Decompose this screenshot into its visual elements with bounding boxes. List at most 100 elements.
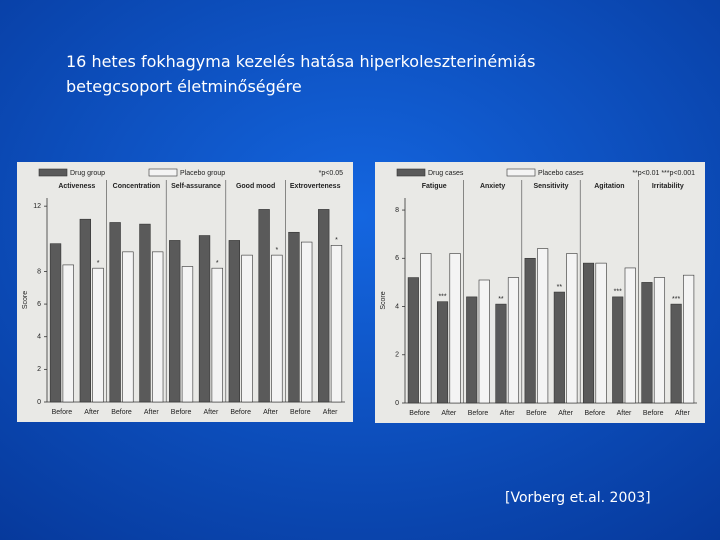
y-tick-label: 6 bbox=[395, 255, 399, 262]
bar bbox=[495, 303, 507, 404]
significance-mark: * bbox=[97, 260, 100, 267]
legend-swatch bbox=[148, 168, 178, 177]
significance-mark: *** bbox=[438, 294, 446, 301]
bar bbox=[79, 218, 91, 403]
bar bbox=[683, 274, 695, 404]
group-label: Fatigue bbox=[422, 183, 447, 190]
bar bbox=[300, 241, 313, 403]
x-tick-label: Before bbox=[526, 410, 547, 417]
legend-swatch bbox=[506, 168, 536, 177]
x-tick-label: Before bbox=[290, 409, 311, 416]
y-tick-label: 4 bbox=[395, 303, 399, 310]
group-label: Good mood bbox=[236, 183, 275, 190]
significance-mark: * bbox=[216, 260, 219, 267]
y-tick-label: 2 bbox=[37, 366, 41, 373]
bar bbox=[670, 303, 682, 404]
y-tick-label: 0 bbox=[37, 399, 41, 406]
bar bbox=[228, 240, 240, 403]
y-axis-label: Score bbox=[380, 291, 387, 309]
bar bbox=[566, 253, 578, 404]
y-tick-label: 8 bbox=[37, 268, 41, 275]
bar bbox=[122, 251, 134, 403]
group-label: Agitation bbox=[594, 183, 624, 190]
bar bbox=[92, 267, 104, 403]
significance-mark: *** bbox=[672, 296, 680, 303]
note: *p<0.05 bbox=[319, 170, 343, 177]
x-tick-label: Before bbox=[584, 410, 605, 417]
bar bbox=[407, 277, 419, 404]
x-tick-label: After bbox=[263, 409, 278, 416]
group-label: Concentration bbox=[113, 183, 160, 190]
x-tick-label: Before bbox=[230, 409, 251, 416]
bar bbox=[524, 257, 536, 404]
slide-title: betegcsoport életminőségére bbox=[66, 77, 302, 96]
bar bbox=[553, 291, 565, 404]
y-tick-label: 0 bbox=[395, 400, 399, 407]
bar bbox=[318, 209, 330, 403]
bar bbox=[537, 248, 549, 404]
x-tick-label: After bbox=[500, 410, 515, 417]
y-tick-label: 2 bbox=[395, 352, 399, 359]
legend-label: Drug group bbox=[70, 170, 105, 177]
bar bbox=[478, 279, 490, 404]
y-tick-label: 6 bbox=[37, 301, 41, 308]
group-label: Extroverteness bbox=[290, 183, 341, 190]
bar bbox=[109, 222, 121, 403]
bar bbox=[330, 245, 343, 403]
bar bbox=[288, 231, 300, 403]
x-tick-label: Before bbox=[52, 409, 73, 416]
legend-swatch bbox=[396, 168, 426, 177]
bar bbox=[436, 301, 449, 404]
bar bbox=[449, 253, 461, 404]
bar bbox=[258, 209, 270, 403]
bar bbox=[420, 253, 432, 404]
bar bbox=[198, 235, 211, 403]
x-tick-label: Before bbox=[171, 409, 192, 416]
bar bbox=[507, 277, 520, 404]
bar bbox=[241, 254, 253, 403]
group-label: Activeness bbox=[58, 183, 95, 190]
bar bbox=[466, 296, 478, 404]
significance-mark: * bbox=[275, 247, 278, 254]
x-tick-label: After bbox=[84, 409, 99, 416]
y-tick-label: 8 bbox=[395, 207, 399, 214]
x-tick-label: After bbox=[675, 410, 690, 417]
note: **p<0.01 ***p<0.001 bbox=[632, 170, 695, 177]
significance-mark: *** bbox=[614, 289, 622, 296]
x-tick-label: After bbox=[323, 409, 338, 416]
bar bbox=[211, 267, 223, 403]
x-tick-label: Before bbox=[468, 410, 489, 417]
x-tick-label: After bbox=[144, 409, 159, 416]
bar bbox=[181, 266, 194, 403]
bar bbox=[641, 282, 653, 404]
y-axis-label: Score bbox=[22, 291, 29, 309]
legend-label: Placebo group bbox=[180, 170, 225, 177]
x-tick-label: Before bbox=[409, 410, 430, 417]
bar bbox=[49, 243, 62, 403]
bar bbox=[624, 267, 636, 404]
x-tick-label: Before bbox=[643, 410, 664, 417]
group-label: Self-assurance bbox=[171, 183, 221, 190]
significance-mark: ** bbox=[557, 284, 563, 291]
group-label: Sensitivity bbox=[533, 183, 568, 190]
citation: [Vorberg et.al. 2003] bbox=[505, 490, 651, 506]
slide-title: 16 hetes fokhagyma kezelés hatása hiperk… bbox=[66, 52, 535, 71]
significance-mark: ** bbox=[498, 296, 504, 303]
bar bbox=[152, 251, 164, 403]
group-label: Anxiety bbox=[480, 183, 505, 190]
bar bbox=[612, 296, 624, 404]
x-tick-label: After bbox=[441, 410, 456, 417]
x-tick-label: After bbox=[558, 410, 573, 417]
legend-swatch bbox=[38, 168, 68, 177]
legend-label: Drug cases bbox=[428, 170, 464, 177]
bar bbox=[271, 254, 283, 403]
bar bbox=[595, 262, 607, 404]
bar bbox=[169, 240, 181, 403]
bar bbox=[62, 264, 74, 403]
x-tick-label: After bbox=[204, 409, 219, 416]
legend-label: Placebo cases bbox=[538, 170, 584, 177]
group-label: Irritability bbox=[652, 183, 684, 190]
y-tick-label: 12 bbox=[33, 203, 41, 210]
significance-mark: * bbox=[335, 237, 338, 244]
